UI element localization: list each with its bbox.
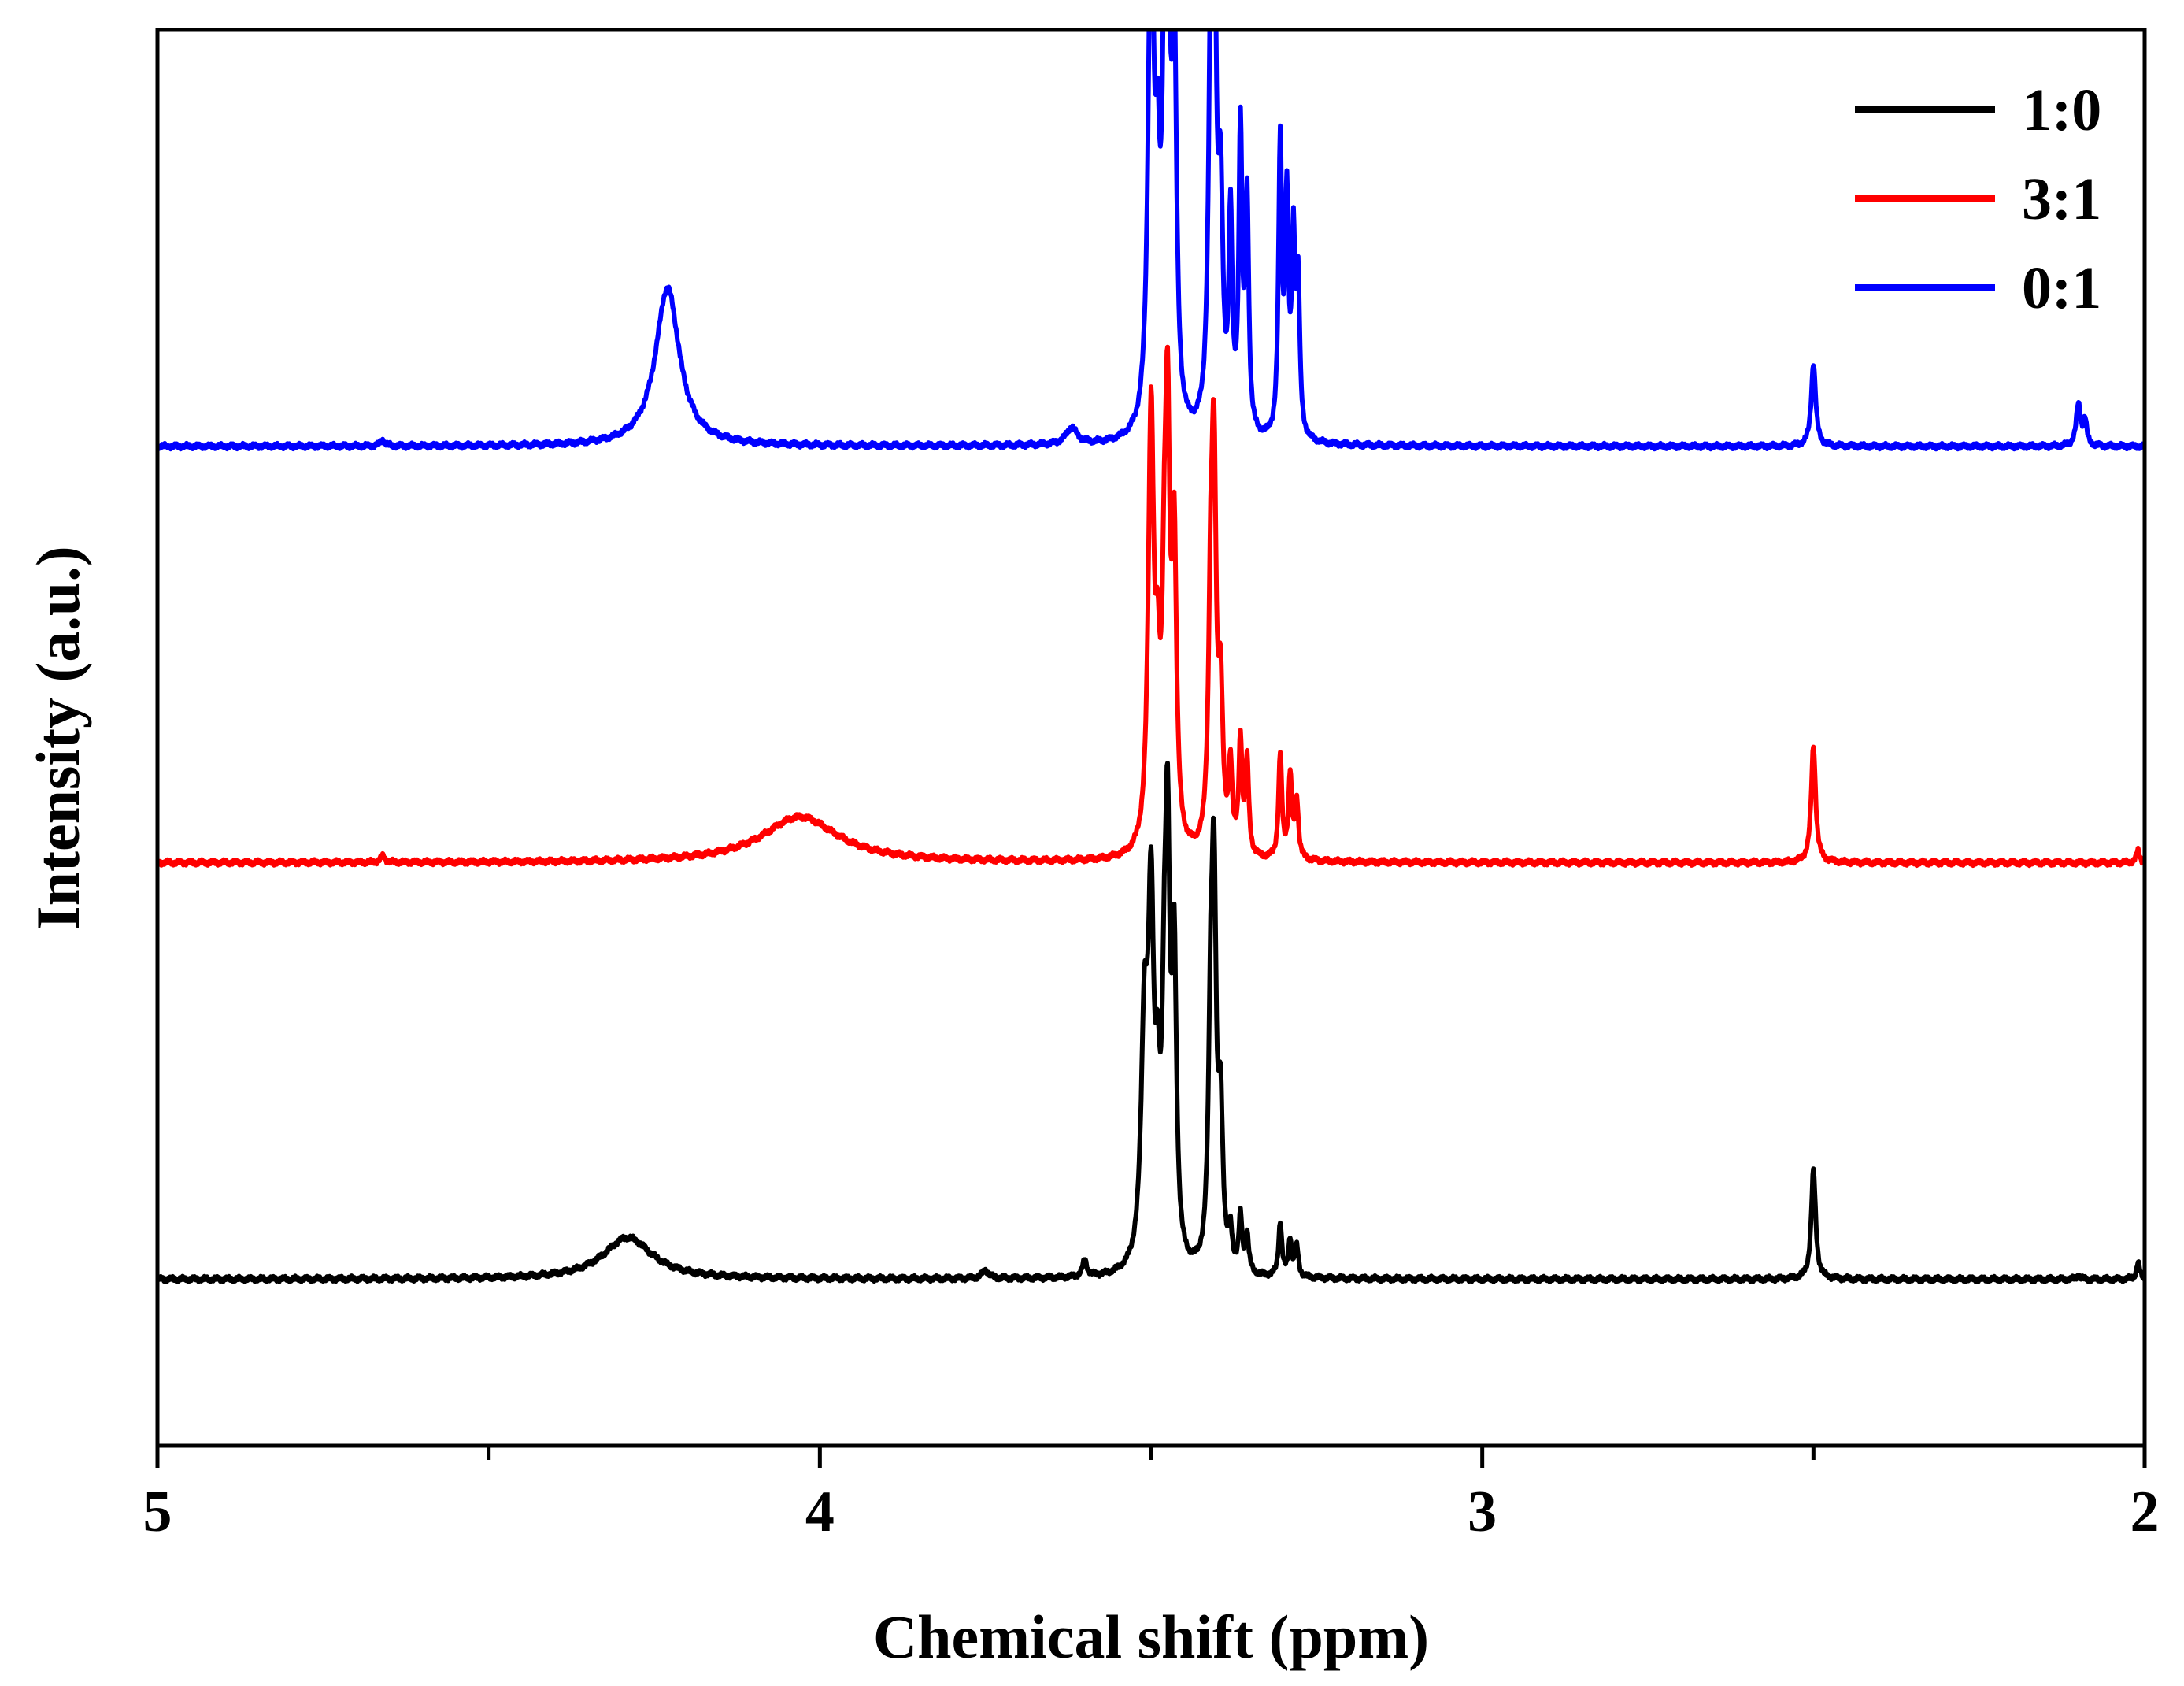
x-axis-label: Chemical shift (ppm) (873, 1603, 1429, 1671)
plot-frame (155, 28, 2147, 1448)
series-layer (157, 30, 2145, 1284)
x-tick-label: 3 (1468, 1480, 1497, 1544)
series-line-0-1 (157, 30, 2145, 452)
legend-label: 0:1 (2022, 255, 2101, 321)
x-tick-label: 5 (143, 1480, 172, 1544)
legend-label: 3:1 (2022, 166, 2101, 232)
x-tick-label: 4 (805, 1480, 835, 1544)
legend-label: 1:0 (2022, 77, 2101, 143)
series-line-1-0 (157, 761, 2145, 1284)
y-axis-label: Intensity (a.u.) (24, 546, 92, 930)
x-axis-ticks: 5 4 3 2 (143, 1446, 2160, 1544)
x-tick-label: 2 (2130, 1480, 2160, 1544)
legend: 1:0 3:1 0:1 (1855, 77, 2101, 321)
series-line-3-1 (157, 344, 2145, 869)
